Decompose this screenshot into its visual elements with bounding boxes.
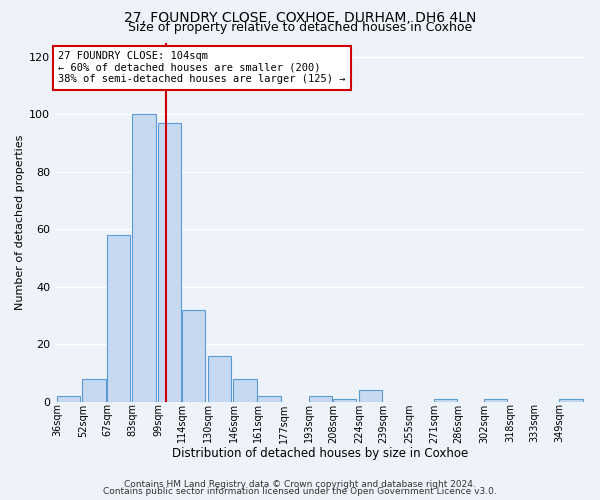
X-axis label: Distribution of detached houses by size in Coxhoe: Distribution of detached houses by size … [172,447,468,460]
Text: Contains HM Land Registry data © Crown copyright and database right 2024.: Contains HM Land Registry data © Crown c… [124,480,476,489]
Bar [182,310,205,402]
Bar [158,123,181,402]
Bar [132,114,155,402]
Bar [257,396,281,402]
Bar [484,399,507,402]
Bar [107,235,130,402]
Text: 27 FOUNDRY CLOSE: 104sqm
← 60% of detached houses are smaller (200)
38% of semi-: 27 FOUNDRY CLOSE: 104sqm ← 60% of detach… [58,51,346,84]
Bar [359,390,382,402]
Bar [333,399,356,402]
Text: Size of property relative to detached houses in Coxhoe: Size of property relative to detached ho… [128,22,472,35]
Bar [57,396,80,402]
Bar [82,379,106,402]
Y-axis label: Number of detached properties: Number of detached properties [15,134,25,310]
Bar [559,399,583,402]
Text: 27, FOUNDRY CLOSE, COXHOE, DURHAM, DH6 4LN: 27, FOUNDRY CLOSE, COXHOE, DURHAM, DH6 4… [124,12,476,26]
Bar [309,396,332,402]
Bar [434,399,457,402]
Bar [233,379,257,402]
Bar [208,356,231,402]
Text: Contains public sector information licensed under the Open Government Licence v3: Contains public sector information licen… [103,487,497,496]
